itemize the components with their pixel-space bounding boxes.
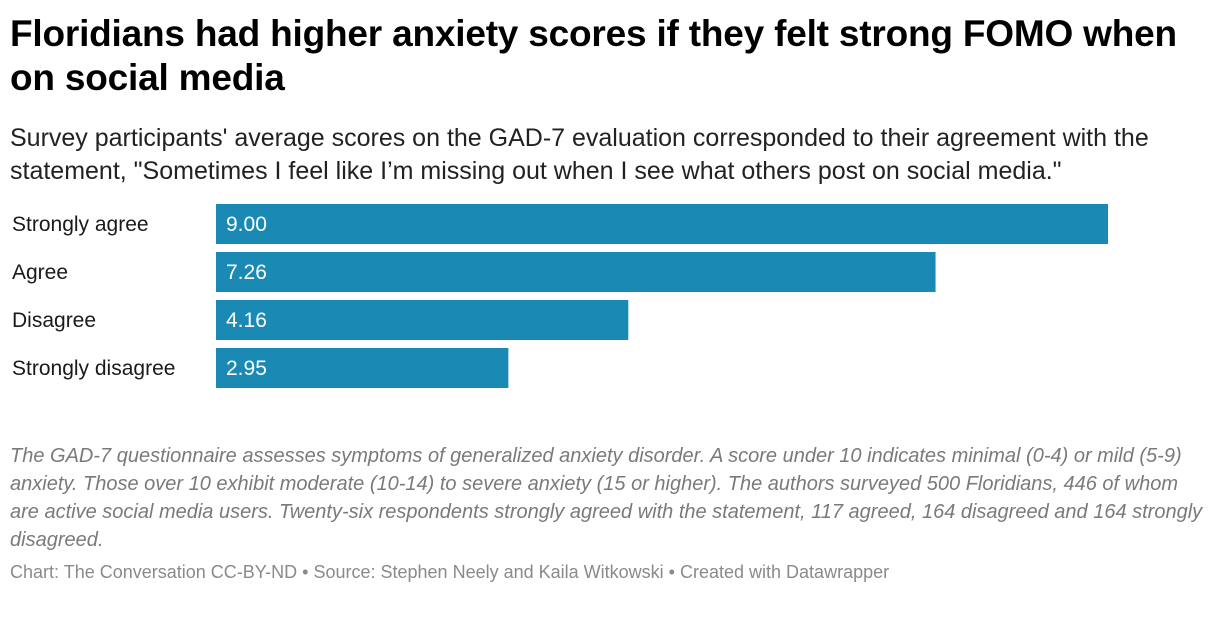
bar-chart-svg: Strongly agree 9.00 Agree 7.26 Disagree 4.16 S… [12,204,1108,388]
bar [216,252,936,292]
category-label: Strongly disagree [12,357,175,380]
bar-value-label: 2.95 [226,357,267,380]
chart-subtitle: Survey participants' average scores on t… [10,124,1149,185]
footer-separator: • [302,562,309,582]
bar [216,204,1108,244]
chart-title: Floridians had higher anxiety scores if … [10,13,1177,98]
chart-notes: The GAD-7 questionnaire assesses symptom… [10,445,1203,551]
bar [216,300,629,340]
bar-chart: Strongly agree 9.00 Agree 7.26 Disagree 4.16 S… [10,204,1210,404]
category-label: Agree [12,261,68,284]
footer-separator: • [668,562,675,582]
bar [216,348,509,388]
chart-footer: Chart: The Conversation CC-BY-ND • Sourc… [10,560,1210,584]
chart-credit: Chart: The Conversation CC-BY-ND [10,562,298,582]
bar-value-label: 4.16 [226,309,267,332]
chart-container: Floridians had higher anxiety scores if … [10,12,1210,584]
bar-value-label: 7.26 [226,261,267,284]
source-credit: Source: Stephen Neely and Kaila Witkowsk… [313,562,664,582]
category-label: Disagree [12,309,96,332]
tool-credit: Created with Datawrapper [680,562,890,582]
category-label: Strongly agree [12,213,149,236]
bar-value-label: 9.00 [226,213,267,236]
